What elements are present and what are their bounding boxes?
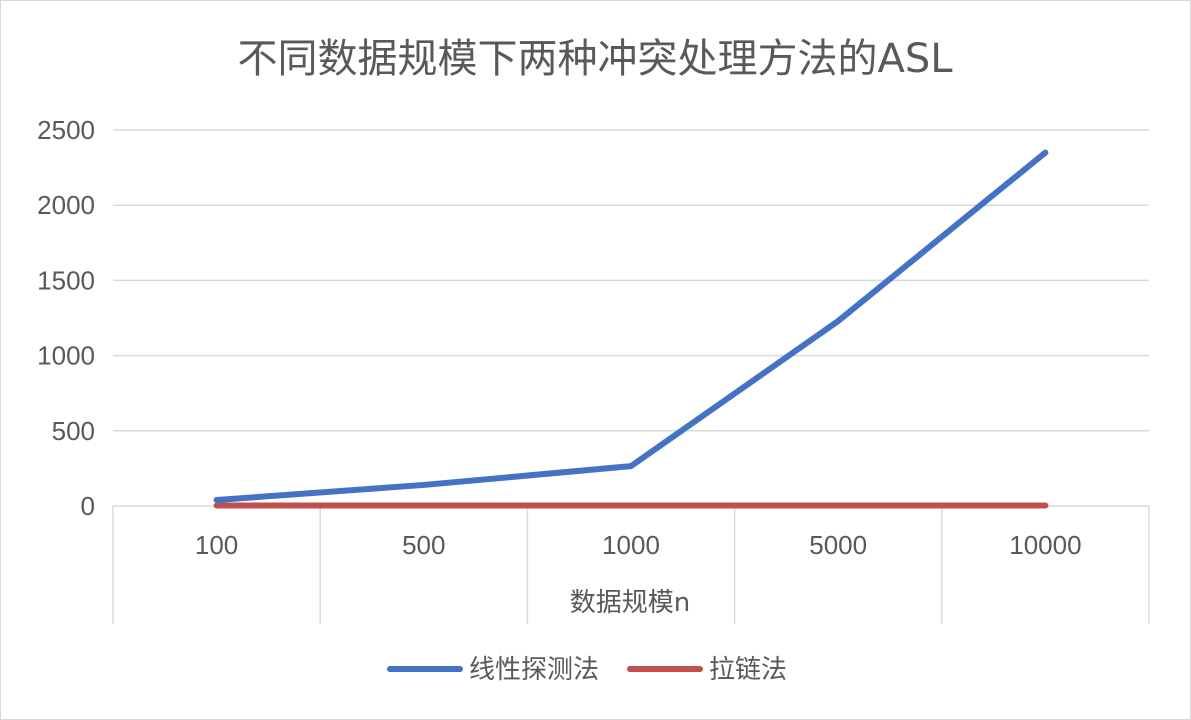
y-tick-label: 500	[52, 416, 95, 446]
gridlines	[113, 129, 1149, 432]
legend: 线性探测法 拉链法	[387, 655, 787, 685]
series-line-0	[213, 149, 1049, 503]
x-axis-ticks: 100 500 1000 5000 10000	[195, 530, 1082, 560]
series-lines	[213, 149, 1049, 509]
y-axis-ticks: 0 500 1000 1500 2000 2500	[37, 115, 95, 521]
x-tick-label: 5000	[809, 530, 867, 560]
x-axis-title: 数据规模n	[570, 588, 690, 618]
y-tick-label: 2000	[37, 190, 95, 220]
y-tick-label: 1000	[37, 341, 95, 371]
chart-title: 不同数据规模下两种冲突处理方法的ASL	[237, 36, 953, 82]
x-tick-label: 500	[402, 530, 445, 560]
x-tick-label: 100	[195, 530, 238, 560]
y-tick-label: 0	[81, 491, 95, 521]
y-tick-label: 2500	[37, 115, 95, 145]
x-tick-label: 10000	[1009, 530, 1081, 560]
legend-label-0: 线性探测法	[469, 655, 599, 685]
legend-label-1: 拉链法	[709, 655, 787, 685]
y-tick-label: 1500	[37, 265, 95, 295]
x-tick-label: 1000	[602, 530, 660, 560]
